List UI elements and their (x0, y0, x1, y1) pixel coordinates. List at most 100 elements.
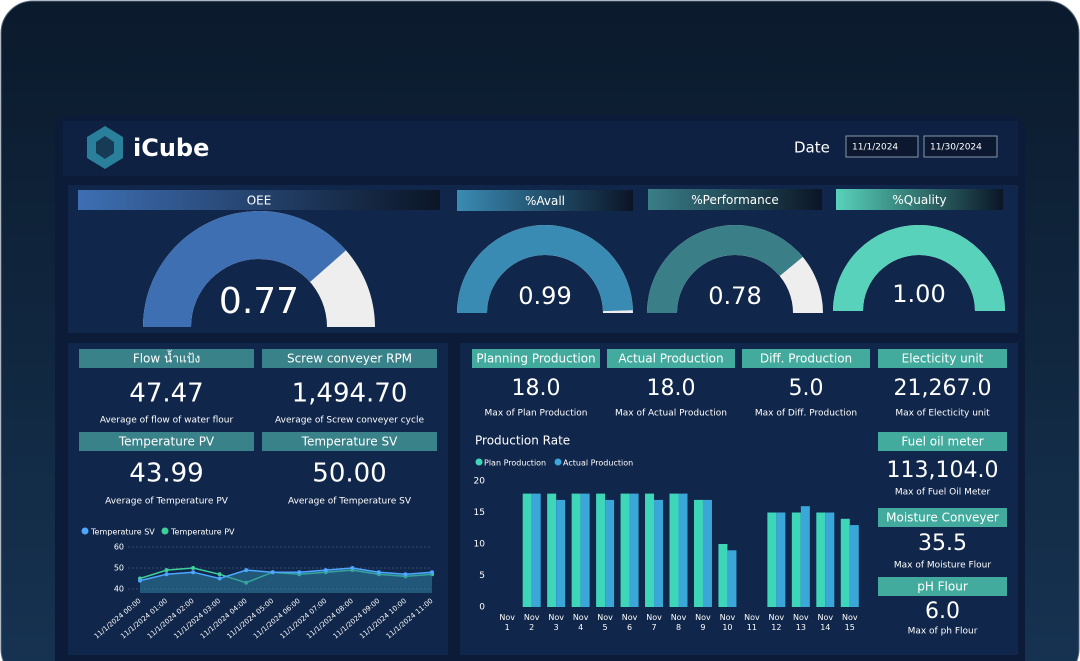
start-date-input[interactable] (845, 135, 919, 158)
gauge-title: %Performance (691, 193, 778, 207)
y-tick-label: 20 (474, 477, 486, 487)
bar (791, 512, 801, 607)
gauge-title: %Quality (892, 193, 946, 207)
card-title: Actual Production (618, 352, 723, 366)
card-subtitle: Max of Diff. Production (755, 409, 857, 419)
point (350, 566, 355, 570)
bar (547, 493, 557, 607)
gauge-value: 0.78 (708, 282, 761, 310)
card-title-bar (262, 432, 437, 451)
card-subtitle: Average of Temperature SV (288, 497, 412, 507)
card-subtitle: Average of flow of water flour (100, 416, 234, 426)
gauge-value: 1.00 (892, 280, 945, 308)
point (138, 578, 142, 583)
left-section (68, 343, 448, 655)
bar (645, 493, 655, 607)
x-tick-label: Nov 4 (572, 613, 589, 632)
gauge-fill (457, 224, 633, 313)
gauge-title-bar (836, 189, 1003, 210)
card-subtitle: Max of Actual Production (615, 409, 727, 419)
start-date: 11/1/2024 (852, 143, 898, 153)
point (297, 570, 302, 575)
card-title: Diff. Production (760, 352, 852, 366)
card-title-bar (262, 349, 437, 368)
bar (767, 512, 777, 607)
bar (531, 493, 541, 607)
y-tick-label: 15 (474, 508, 485, 518)
card-title: Temperature PV (118, 435, 215, 449)
card-subtitle: Max of Plan Production (485, 409, 588, 419)
end-date-input[interactable] (923, 135, 998, 158)
point (191, 570, 196, 575)
bar (693, 499, 703, 607)
bar (727, 550, 737, 607)
bar (629, 493, 639, 607)
card-value: 1,494.70 (292, 379, 408, 409)
bar (825, 512, 835, 607)
y-tick-label: 10 (474, 540, 486, 550)
card-subtitle: Max of ph Flour (908, 627, 978, 637)
bar (800, 506, 810, 607)
card-title: Temperature SV (301, 435, 398, 449)
card-value: 47.47 (129, 379, 203, 409)
bar (556, 499, 566, 607)
bar (718, 544, 728, 607)
legend-label: Actual Production (563, 459, 633, 468)
legend-label: Temperature PV (170, 528, 235, 537)
gauge-fill (647, 225, 803, 313)
bar (840, 518, 850, 607)
point (323, 568, 328, 573)
bar (580, 493, 590, 607)
gauge-value: 0.99 (518, 282, 571, 310)
card-value: 6.0 (925, 599, 960, 624)
bar (522, 493, 532, 607)
end-date: 11/30/2024 (930, 143, 982, 153)
bar (620, 493, 630, 607)
card-title: Planning Production (476, 352, 595, 366)
x-tick-label: Nov 15 (841, 613, 858, 632)
x-tick-label: Nov 7 (646, 613, 662, 632)
y-tick-label: 50 (114, 564, 124, 573)
logo-text: iCube (133, 134, 209, 162)
card-title-bar (79, 349, 254, 368)
bar (816, 512, 826, 607)
point (270, 570, 275, 575)
y-tick-label: 5 (479, 571, 485, 581)
gauge-title: %Avall (525, 194, 565, 208)
gauge-title-bar (648, 189, 822, 210)
bar (669, 493, 679, 607)
card-value: 113,104.0 (887, 458, 999, 483)
bar (596, 493, 606, 607)
legend-marker (554, 458, 562, 466)
x-tick-label: Nov 9 (695, 613, 711, 632)
legend-marker (475, 458, 483, 466)
card-value: 18.0 (512, 376, 561, 401)
bar (571, 493, 581, 607)
card-subtitle: Average of Screw conveyer cycle (275, 416, 424, 426)
x-tick-label: Nov 1 (499, 613, 516, 632)
point (403, 572, 408, 577)
point (376, 570, 381, 575)
x-tick-label: Nov 5 (597, 613, 613, 632)
series-line (139, 567, 433, 582)
y-tick-label: 60 (114, 543, 124, 552)
point (164, 572, 169, 577)
card-value: 18.0 (647, 376, 696, 401)
point (217, 576, 222, 581)
gauge-title-bar (78, 190, 440, 210)
date-label: Date (794, 139, 830, 157)
legend-marker (161, 527, 169, 535)
card-title: Screw conveyer RPM (287, 352, 412, 366)
card-title-bar (878, 577, 1007, 596)
gauge-value: 0.77 (219, 281, 299, 322)
bar (605, 499, 615, 607)
card-value: 35.5 (918, 531, 967, 556)
legend-marker (81, 527, 89, 535)
logo-icon-inner (96, 136, 114, 159)
gauge-fill (833, 225, 1005, 311)
point (164, 568, 169, 573)
gauge-title-bar (457, 190, 633, 211)
card-subtitle: Average of Temperature PV (105, 497, 229, 507)
